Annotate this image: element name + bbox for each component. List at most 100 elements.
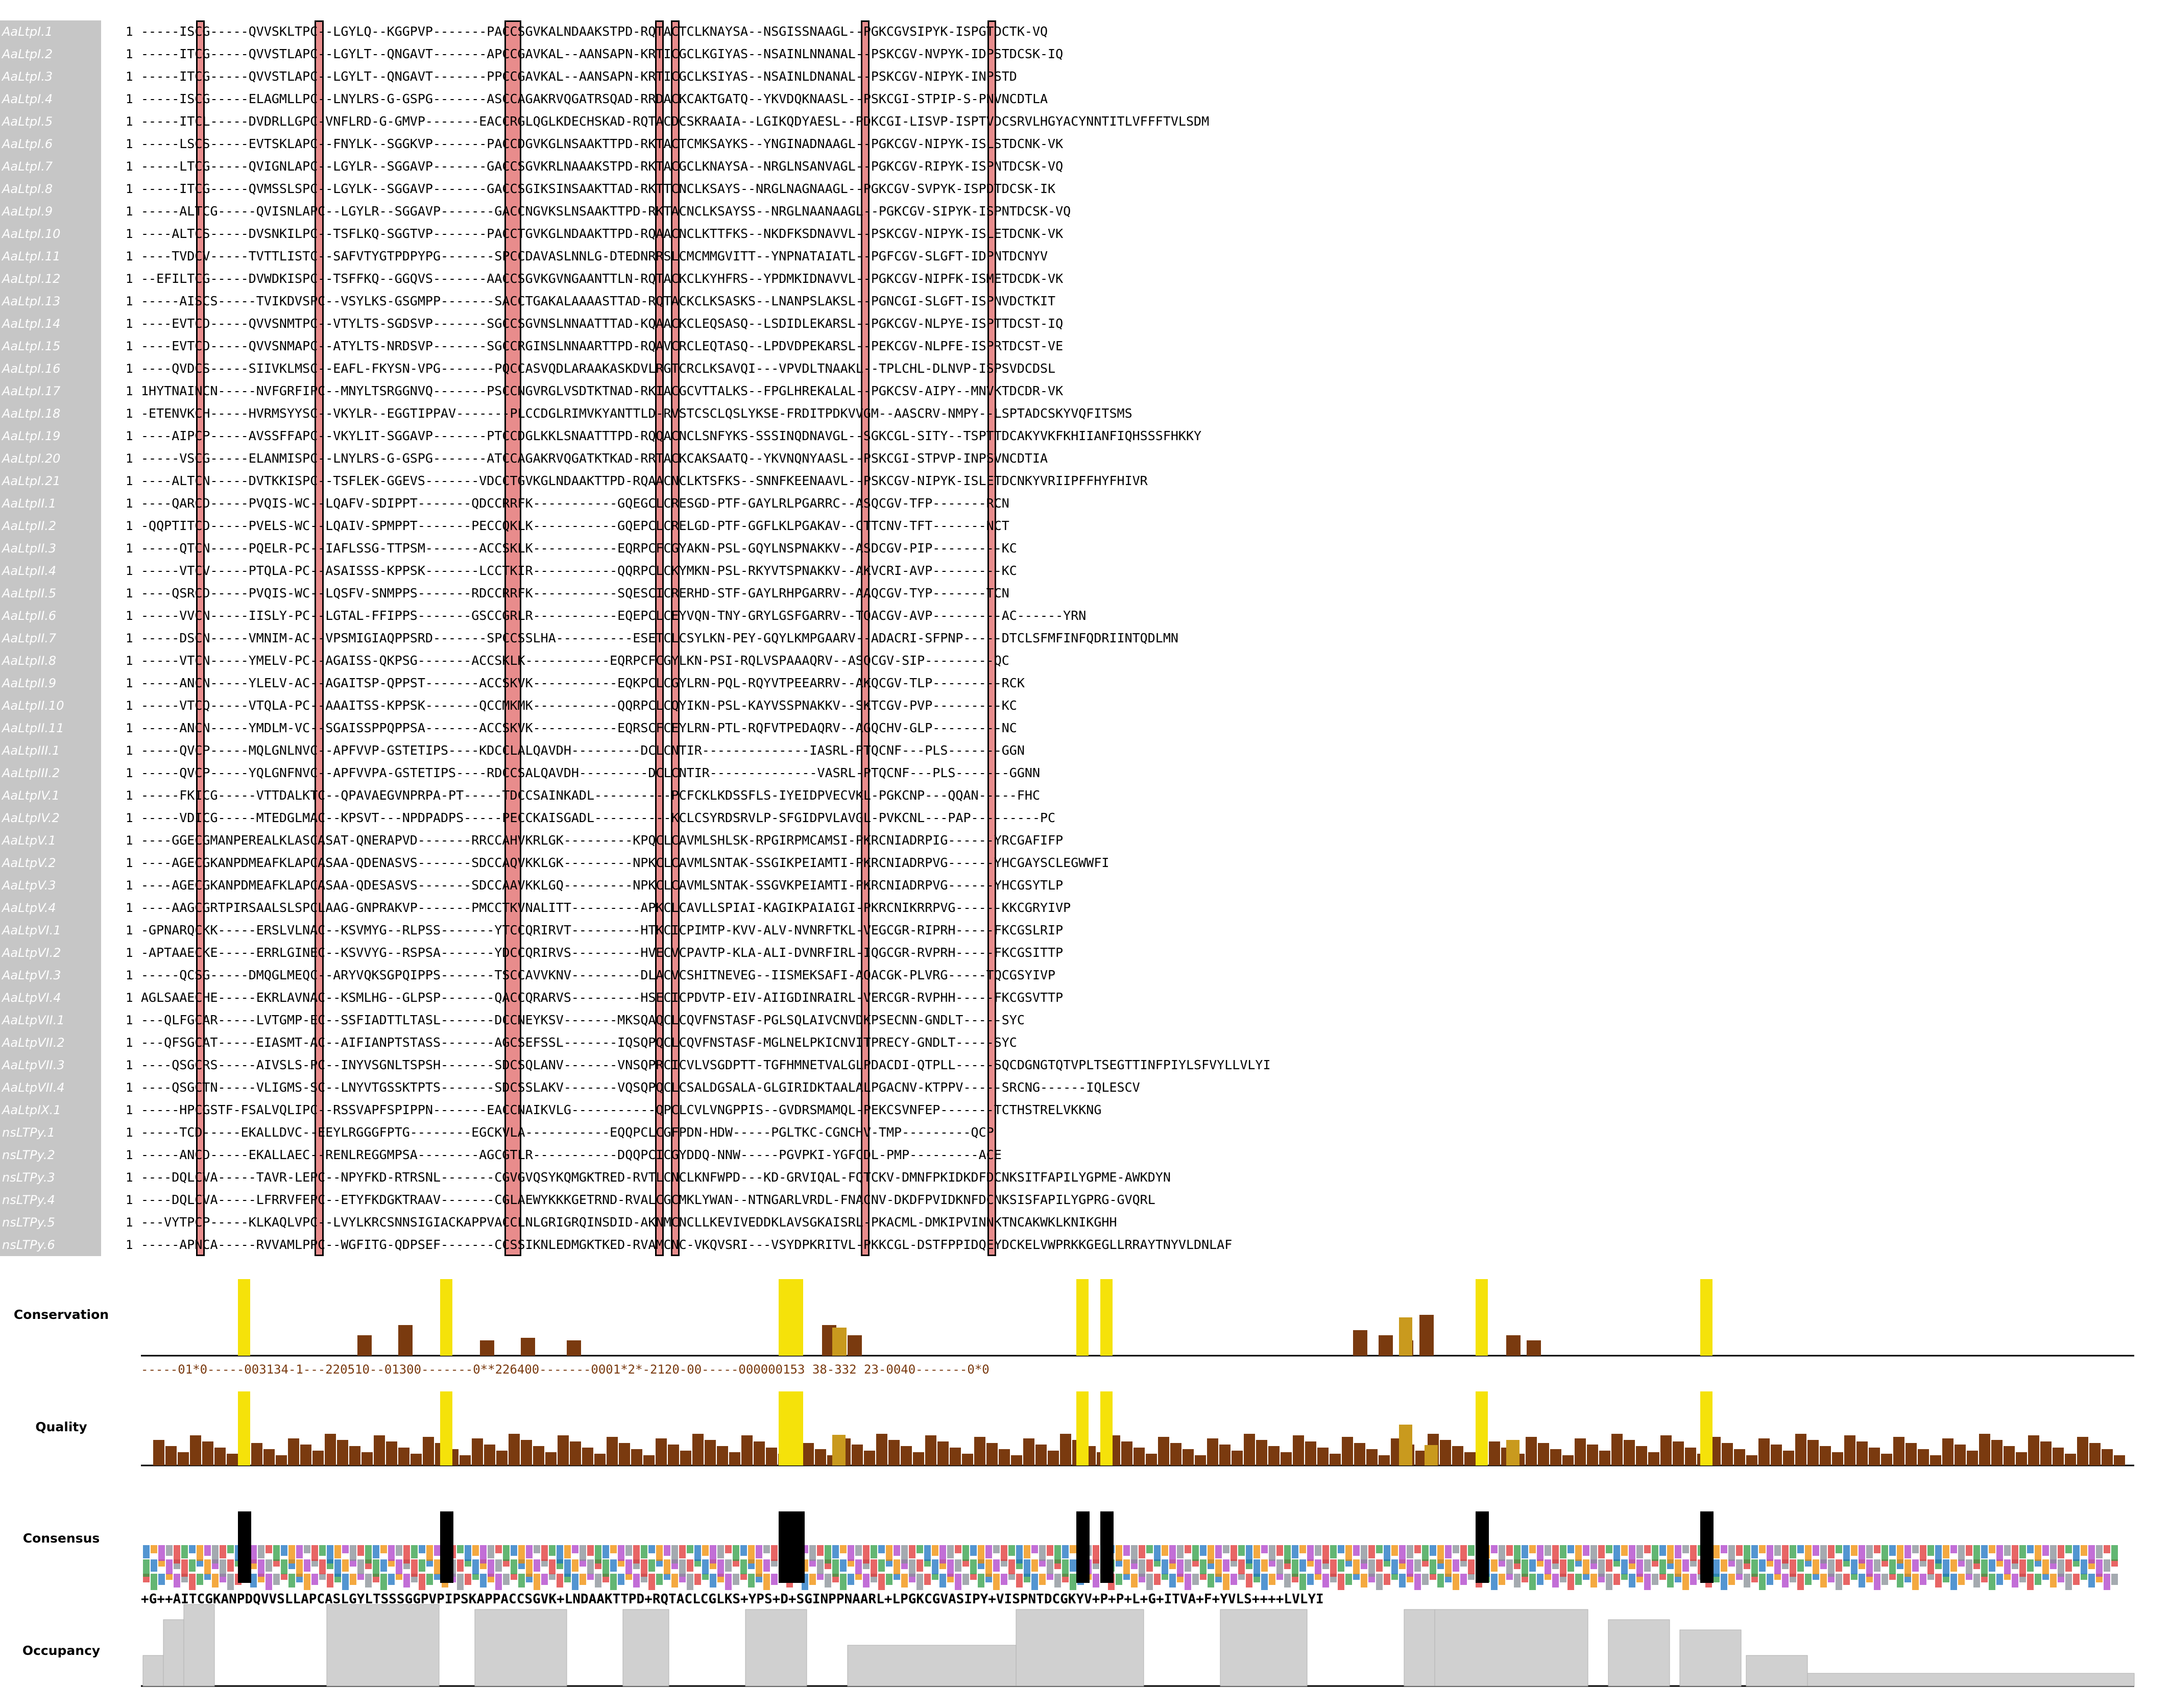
sequence-name[interactable]: AaLtpI.10 [2, 227, 61, 241]
sequence-name[interactable]: AaLtpI.5 [2, 114, 53, 129]
sequence-row[interactable]: -----ISCG-----ELAGMLLPC--LNYLRS-G-GSPG--… [141, 91, 1048, 106]
sequence-name[interactable]: AaLtpI.17 [2, 384, 61, 398]
sequence-row[interactable]: -----ITCG-----QVMSSLSPC--LGYLK--SGGAVP--… [141, 181, 1056, 196]
sequence-row[interactable]: -QQPTITCD-----PVELS-WC--LQAIV-SPMPPT----… [141, 518, 1009, 533]
sequence-name[interactable]: AaLtpVII.2 [2, 1036, 65, 1050]
sequence-name[interactable]: AaLtpV.3 [2, 878, 56, 893]
sequence-row[interactable]: ---QLFGCAR-----LVTGMP-EC--SSFIADTTLTASL-… [141, 1013, 1025, 1027]
sequence-row[interactable]: ----DQLCVA-----TAVR-LEPC--NPYFKD-RTRSNL-… [141, 1170, 1171, 1185]
sequence-row[interactable]: -----VVCN-----IISLY-PC--LGTAL-FFIPPS----… [141, 608, 1087, 623]
sequence-name[interactable]: nsLTPy.6 [2, 1238, 55, 1252]
sequence-row[interactable]: -----ISCG-----QVVSKLTPC--LGYLQ--KGGPVP--… [141, 24, 1048, 39]
sequence-name[interactable]: AaLtpII.6 [2, 609, 57, 623]
sequence-row[interactable]: -ETENVKCH-----HVRMSYYSC--VKYLR--EGGTIPPA… [141, 406, 1132, 421]
sequence-row[interactable]: -----ITCL-----DVDRLLGPC-VNFLRD-G-GMVP---… [141, 114, 1210, 129]
sequence-row[interactable]: -----FKICG-----VTTDALKTC--QPAVAEGVNPRPA-… [141, 788, 1040, 803]
sequence-row[interactable]: -----VTCV-----PTQLA-PC--ASAISSS-KPPSK---… [141, 563, 1017, 578]
sequence-name[interactable]: AaLtpI.20 [2, 451, 61, 466]
sequence-row[interactable]: ----QARCD-----PVQIS-WC--LQAFV-SDIPPT----… [141, 496, 1009, 511]
sequence-name[interactable]: AaLtpVI.1 [2, 923, 61, 937]
sequence-name[interactable]: AaLtpI.16 [2, 362, 61, 376]
sequence-row[interactable]: -----VSCG-----ELANMISPC--LNYLRS-G-GSPG--… [141, 451, 1048, 466]
sequence-name[interactable]: AaLtpI.13 [2, 294, 61, 308]
sequence-name[interactable]: nsLTPy.5 [2, 1215, 55, 1230]
sequence-name[interactable]: AaLtpI.4 [2, 92, 53, 106]
sequence-row[interactable]: AGLSAAECHE-----EKRLAVNAC--KSMLHG--GLPSP-… [141, 990, 1064, 1005]
sequence-name[interactable]: AaLtpI.7 [2, 159, 53, 174]
sequence-row[interactable]: -----QCSG-----DMQGLMEQC--ARYVQKSGPQIPPS-… [141, 968, 1056, 982]
sequence-name[interactable]: AaLtpI.14 [2, 317, 61, 331]
sequence-row[interactable]: -----ITCG-----QVVSTLAPC--LGYLT--QNGAVT--… [141, 69, 1017, 84]
sequence-name[interactable]: AaLtpVII.3 [2, 1058, 65, 1072]
sequence-row[interactable]: -----ANCN-----YMDLM-VC--SGAISSPPQPPSA---… [141, 720, 1017, 735]
sequence-row[interactable]: -----QVCP-----MQLGNLNVC--APFVVP-GSTETIPS… [141, 743, 1025, 758]
sequence-row[interactable]: -----AISCS-----TVIKDVSPC--VSYLKS-GSGMPP-… [141, 294, 1056, 308]
sequence-row[interactable]: -----ANCD-----EKALLAEC--RENLREGGMPSA----… [141, 1147, 1002, 1162]
sequence-row[interactable]: -APTAAECKE-----ERRLGINEC--KSVVYG--RSPSA-… [141, 945, 1064, 960]
sequence-name[interactable]: AaLtpII.5 [2, 586, 57, 600]
sequence-name[interactable]: AaLtpI.6 [2, 137, 53, 151]
sequence-row[interactable]: -----VTCQ-----VTQLA-PC--AAAITSS-KPPSK---… [141, 698, 1017, 713]
sequence-name[interactable]: AaLtpII.3 [2, 541, 57, 556]
sequence-name[interactable]: AaLtpI.2 [2, 47, 53, 61]
sequence-name[interactable]: nsLTPy.1 [2, 1125, 55, 1140]
sequence-row[interactable]: ----QSRCD-----PVQIS-WC--LQSFV-SNMPPS----… [141, 586, 1009, 600]
sequence-name[interactable]: AaLtpVI.2 [2, 946, 61, 960]
sequence-name[interactable]: AaLtpIII.1 [2, 743, 60, 758]
sequence-name[interactable]: nsLTPy.4 [2, 1193, 55, 1207]
sequence-name[interactable]: AaLtpII.11 [2, 721, 64, 735]
sequence-name[interactable]: AaLtpII.7 [2, 631, 57, 645]
sequence-name[interactable]: AaLtpIII.2 [2, 766, 60, 780]
sequence-row[interactable]: -----QTCN-----PQELR-PC--IAFLSSG-TTPSM---… [141, 541, 1017, 556]
sequence-row[interactable]: ----EVTCD-----QVVSNMAPC--ATYLTS-NRDSVP--… [141, 339, 1064, 353]
sequence-name[interactable]: AaLtpV.1 [2, 833, 56, 848]
sequence-name[interactable]: AaLtpII.4 [2, 564, 57, 578]
sequence-row[interactable]: ----ALTCN-----DVTKKISPC--TSFLEK-GGEVS---… [141, 473, 1148, 488]
sequence-row[interactable]: -----APNCA-----RVVAMLPPC--WGFITG-QDPSEF-… [141, 1237, 1233, 1252]
sequence-row[interactable]: ---QFSGCAT-----EIASMT-AC--AIFIANPTSTASS-… [141, 1035, 1017, 1050]
sequence-name[interactable]: AaLtpI.8 [2, 182, 53, 196]
sequence-name[interactable]: AaLtpVI.3 [2, 968, 61, 982]
sequence-row[interactable]: -----VTCN-----YMELV-PC--AGAISS-QKPSG----… [141, 653, 1009, 668]
sequence-name[interactable]: AaLtpI.18 [2, 406, 61, 421]
sequence-name[interactable]: AaLtpI.11 [2, 249, 61, 263]
sequence-row[interactable]: ----AGECGKANPDMEAFKLAPCASAA-QDESASVS----… [141, 878, 1064, 893]
sequence-name[interactable]: AaLtpV.2 [2, 856, 56, 870]
sequence-row[interactable]: ----DQLCVA-----LFRRVFEPC--ETYFKDGKTRAAV-… [141, 1192, 1155, 1207]
sequence-row[interactable]: -----TCD-----EKALLDVC--EEYLRGGGFPTG-----… [141, 1125, 994, 1140]
sequence-name[interactable]: AaLtpI.21 [2, 474, 61, 488]
sequence-name[interactable]: AaLtpV.4 [2, 901, 56, 915]
sequence-name[interactable]: AaLtpI.3 [2, 69, 53, 84]
sequence-row[interactable]: -GPNARQCKK-----ERSLVLNAC--KSVMYG--RLPSS-… [141, 923, 1064, 937]
sequence-name[interactable]: AaLtpIX.1 [2, 1103, 61, 1117]
sequence-row[interactable]: ----EVTCD-----QVVSNMTPC--VTYLTS-SGDSVP--… [141, 316, 1064, 331]
sequence-row[interactable]: -----HPCGSTF-FSALVQLIPC--RSSVAPFSPIPPN--… [141, 1102, 1102, 1117]
sequence-row[interactable]: ----AGECGKANPDMEAFKLAPCASAA-QDENASVS----… [141, 855, 1109, 870]
sequence-name[interactable]: nsLTPy.3 [2, 1170, 55, 1185]
sequence-row[interactable]: -----ITCG-----QVVSTLAPC--LGYLT--QNGAVT--… [141, 46, 1064, 61]
sequence-name[interactable]: AaLtpII.10 [2, 699, 64, 713]
sequence-row[interactable]: ----ALTCS-----DVSNKILPC--TSFLKQ-SGGTVP--… [141, 226, 1064, 241]
sequence-row[interactable]: ----QSGCRS-----AIVSLS-PC--INYVSGNLTSPSH-… [141, 1057, 1271, 1072]
sequence-name[interactable]: AaLtpIV.1 [2, 788, 60, 803]
sequence-row[interactable]: --EFILTCG-----DVWDKISPC--TSFFKQ--GGQVS--… [141, 271, 1064, 286]
sequence-row[interactable]: ----QSGCTN-----VLIGMS-SC--LNYVTGSSKTPTS-… [141, 1080, 1140, 1095]
sequence-row[interactable]: -----ANCN-----YLELV-AC--AGAITSP-QPPST---… [141, 676, 1025, 690]
sequence-name[interactable]: AaLtpIV.2 [2, 811, 60, 825]
sequence-row[interactable]: ----AIPCP-----AVSSFFAPC--VKYLIT-SGGAVP--… [141, 428, 1202, 443]
sequence-name[interactable]: AaLtpII.1 [2, 496, 57, 511]
sequence-name[interactable]: AaLtpII.9 [2, 676, 57, 690]
sequence-name[interactable]: AaLtpII.2 [2, 519, 57, 533]
sequence-row[interactable]: -----ALTCG-----QVISNLAPC--LGYLR--SGGAVP-… [141, 204, 1071, 219]
sequence-name[interactable]: AaLtpI.1 [2, 25, 53, 39]
sequence-row[interactable]: -----DSCN-----VMNIM-AC--VPSMIGIAQPPSRD--… [141, 631, 1178, 645]
sequence-name[interactable]: AaLtpVII.4 [2, 1080, 65, 1095]
sequence-name[interactable]: AaLtpVI.4 [2, 991, 61, 1005]
sequence-name[interactable]: AaLtpI.12 [2, 272, 61, 286]
sequence-name[interactable]: AaLtpI.19 [2, 429, 61, 443]
sequence-name[interactable]: nsLTPy.2 [2, 1148, 55, 1162]
sequence-name[interactable]: AaLtpII.8 [2, 654, 57, 668]
sequence-row[interactable]: 1HYTNAINCN-----NVFGRFIPC--MNYLTSRGGNVQ--… [141, 383, 1064, 398]
sequence-row[interactable]: ----TVDCV-----TVTTLISTC--SAFVTYGTPDPYPG-… [141, 249, 1048, 263]
sequence-row[interactable]: ---VYTPCP-----KLKAQLVPC--LVYLKRCSNNSIGIA… [141, 1215, 1117, 1230]
